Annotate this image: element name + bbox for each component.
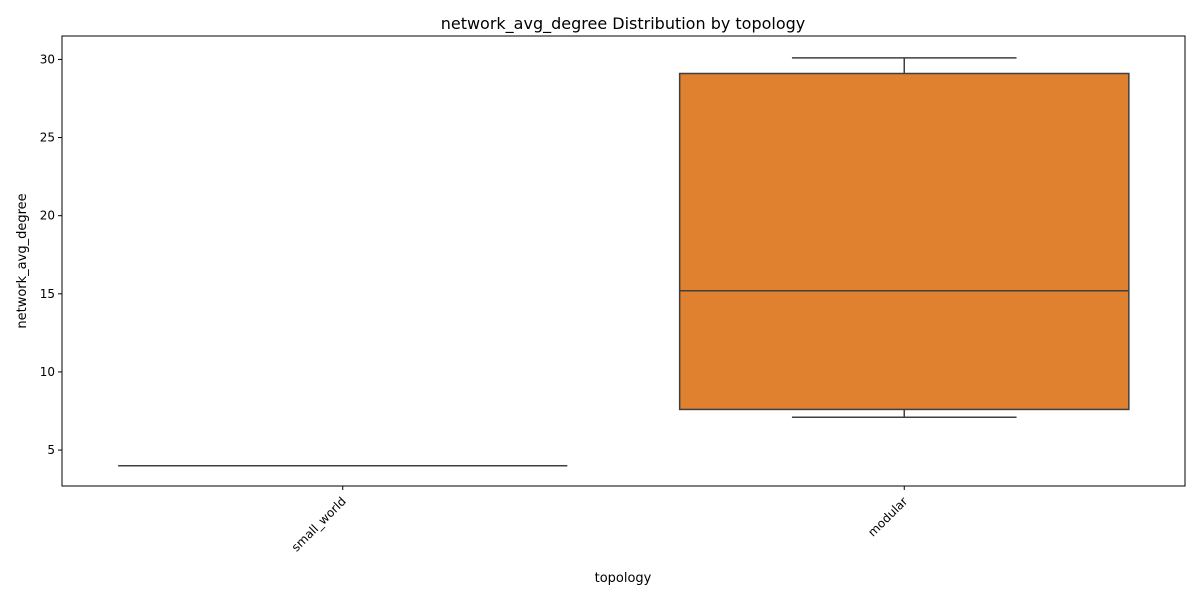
y-tick-label: 10 <box>40 365 55 379</box>
box-modular <box>678 72 1130 411</box>
y-tick-label: 25 <box>40 131 55 145</box>
plot-area: 5 10 15 20 25 30 small_world modular <box>40 52 1130 554</box>
y-tick-label: 30 <box>40 52 55 66</box>
x-tick-label: small_world <box>289 494 349 554</box>
y-tick-label: 20 <box>40 209 55 223</box>
y-tick-label: 5 <box>47 443 55 457</box>
y-axis-label: network_avg_degree <box>15 193 30 328</box>
plot-frame <box>61 35 1186 487</box>
x-tick-label: modular <box>865 494 910 539</box>
y-tick-label: 15 <box>40 287 55 301</box>
chart-title: network_avg_degree Distribution by topol… <box>441 14 806 34</box>
x-axis-label: topology <box>595 571 652 586</box>
